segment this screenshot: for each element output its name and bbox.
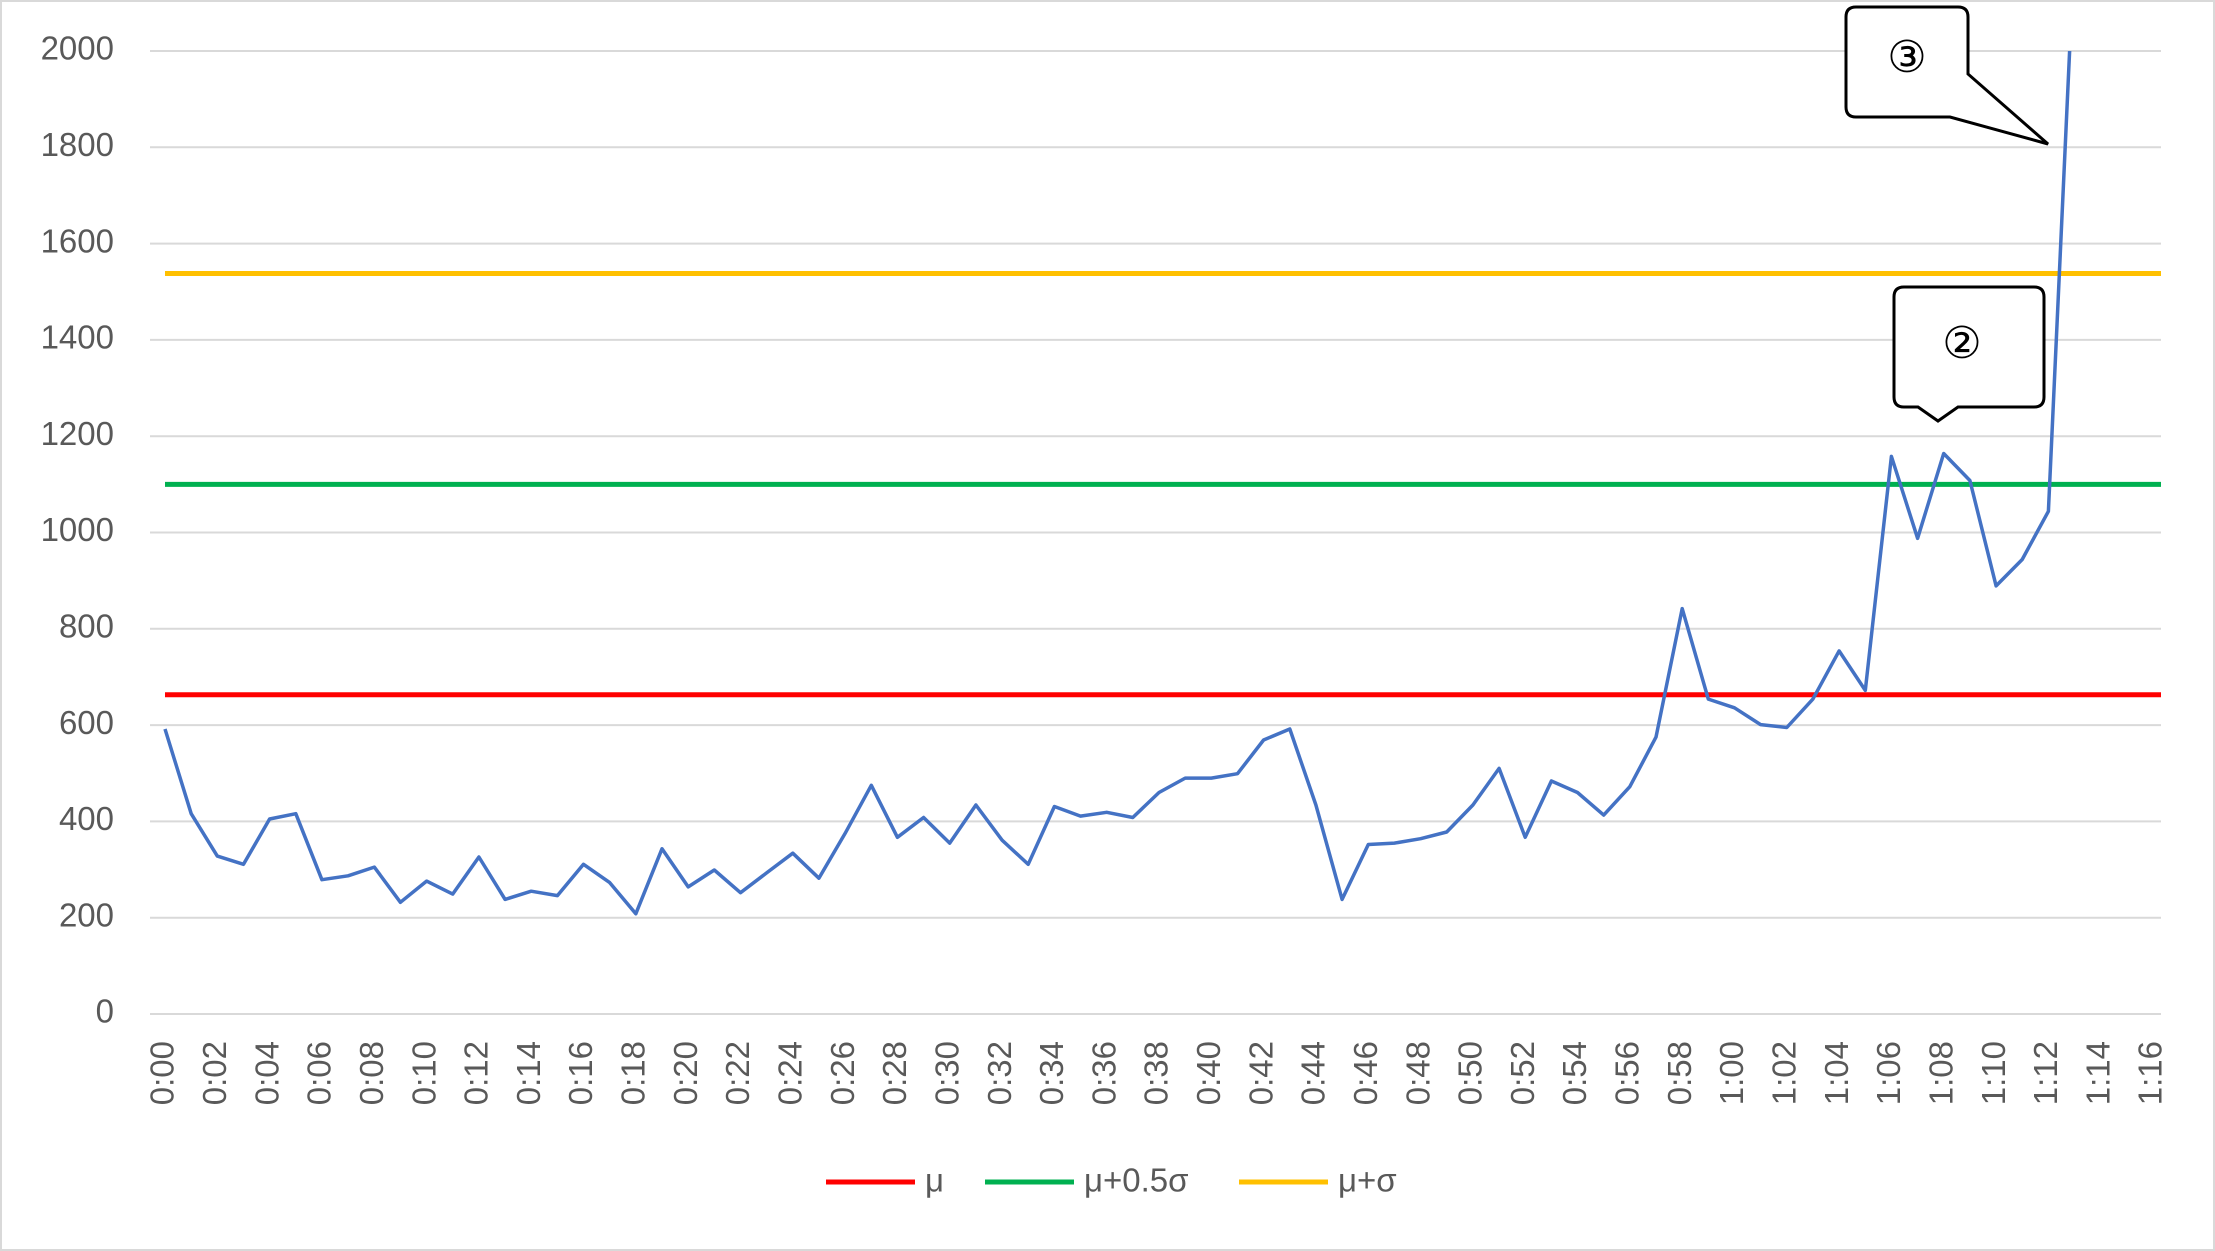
x-tick-label: 0:12 xyxy=(458,1041,495,1105)
y-tick-label: 1000 xyxy=(41,511,114,548)
x-tick-label: 0:34 xyxy=(1033,1041,1070,1105)
x-tick-label: 0:48 xyxy=(1399,1041,1436,1105)
x-tick-label: 0:00 xyxy=(144,1041,181,1105)
x-tick-label: 0:30 xyxy=(928,1041,965,1105)
x-tick-label: 0:56 xyxy=(1609,1041,1646,1105)
x-tick-label: 1:02 xyxy=(1766,1041,1803,1105)
x-tick-label: 0:32 xyxy=(981,1041,1018,1105)
annotation: ② xyxy=(1942,318,1981,369)
y-tick-label: 400 xyxy=(59,800,114,837)
y-tick-label: 1600 xyxy=(41,222,114,259)
x-tick-label: 0:02 xyxy=(196,1041,233,1105)
x-tick-label: 0:06 xyxy=(301,1041,338,1105)
y-tick-label: 2000 xyxy=(41,30,114,67)
x-tick-label: 0:20 xyxy=(667,1041,704,1105)
legend-label: μ+0.5σ xyxy=(1084,1162,1189,1199)
x-tick-label: 0:24 xyxy=(772,1041,809,1105)
x-tick-label: 0:38 xyxy=(1138,1041,1175,1105)
x-tick-label: 0:36 xyxy=(1085,1041,1122,1105)
x-tick-label: 1:16 xyxy=(2132,1041,2169,1105)
callout xyxy=(1844,5,2049,146)
x-tick-label: 0:44 xyxy=(1295,1041,1332,1105)
legend-label: μ+σ xyxy=(1338,1162,1397,1199)
x-tick-label: 1:04 xyxy=(1818,1041,1855,1105)
callout xyxy=(1892,285,2046,423)
y-tick-label: 1200 xyxy=(41,415,114,452)
data-line xyxy=(163,51,2072,916)
x-tick-label: 0:52 xyxy=(1504,1041,1541,1105)
x-tick-label: 0:22 xyxy=(719,1041,756,1105)
x-tick-label: 0:04 xyxy=(248,1041,285,1105)
x-tick-label: 0:16 xyxy=(562,1041,599,1105)
y-tick-label: 200 xyxy=(59,896,114,933)
y-tick-label: 1400 xyxy=(41,319,114,356)
x-tick-label: 1:10 xyxy=(1975,1041,2012,1105)
x-tick-label: 1:00 xyxy=(1713,1041,1750,1105)
annotation: ③ xyxy=(1887,32,1926,83)
x-tick-label: 0:58 xyxy=(1661,1041,1698,1105)
legend-label: μ xyxy=(925,1162,944,1199)
x-tick-label: 1:12 xyxy=(2027,1041,2064,1105)
x-tick-label: 0:18 xyxy=(615,1041,652,1105)
x-tick-label: 0:28 xyxy=(876,1041,913,1105)
x-tick-label: 0:54 xyxy=(1556,1041,1593,1105)
x-tick-label: 1:06 xyxy=(1870,1041,1907,1105)
x-tick-label: 0:50 xyxy=(1452,1041,1489,1105)
y-tick-label: 800 xyxy=(59,608,114,645)
x-tick-label: 1:08 xyxy=(1922,1041,1959,1105)
x-tick-label: 0:08 xyxy=(353,1041,390,1105)
x-tick-label: 0:26 xyxy=(824,1041,861,1105)
y-tick-label: 1800 xyxy=(41,126,114,163)
x-tick-label: 0:40 xyxy=(1190,1041,1227,1105)
y-tick-label: 600 xyxy=(59,704,114,741)
x-tick-label: 1:14 xyxy=(2079,1041,2116,1105)
x-tick-label: 0:10 xyxy=(405,1041,442,1105)
y-tick-label: 0 xyxy=(96,993,114,1030)
x-tick-label: 0:46 xyxy=(1347,1041,1384,1105)
x-tick-label: 0:14 xyxy=(510,1041,547,1105)
x-tick-label: 0:42 xyxy=(1242,1041,1279,1105)
